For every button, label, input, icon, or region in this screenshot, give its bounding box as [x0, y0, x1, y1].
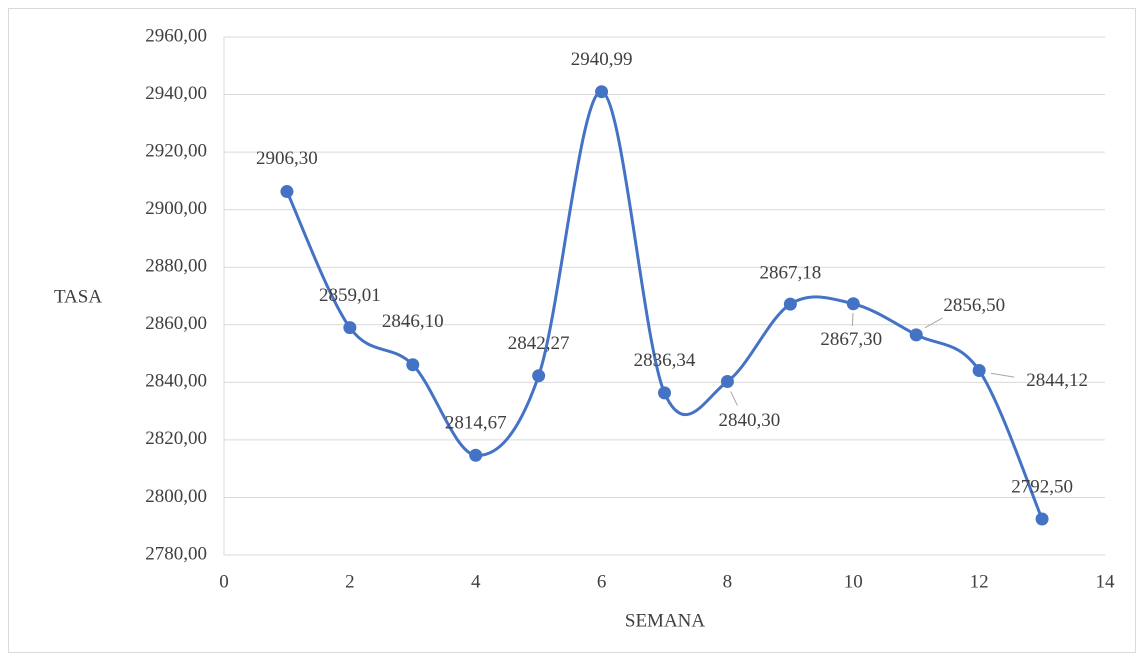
x-tick-label: 8 — [723, 571, 733, 592]
chart-border — [8, 8, 1136, 653]
data-label: 2867,30 — [820, 329, 882, 350]
y-tick-label: 2840,00 — [145, 371, 207, 392]
y-tick-label: 2900,00 — [145, 198, 207, 219]
y-tick-label: 2820,00 — [145, 428, 207, 449]
y-tick-label: 2860,00 — [145, 313, 207, 334]
x-tick-label: 2 — [345, 571, 355, 592]
data-point — [972, 363, 986, 377]
data-point — [280, 185, 294, 199]
data-label: 2836,34 — [634, 350, 696, 371]
y-tick-label: 2780,00 — [145, 543, 207, 564]
leader-line — [851, 312, 854, 326]
data-point — [469, 448, 483, 462]
leader-line — [924, 317, 943, 329]
data-point — [909, 328, 923, 342]
data-point — [406, 358, 420, 372]
data-label: 2846,10 — [382, 311, 444, 332]
data-point — [1035, 512, 1049, 526]
y-tick-label: 2920,00 — [145, 140, 207, 161]
x-tick-label: 14 — [1096, 571, 1116, 592]
data-point — [532, 369, 546, 383]
data-point — [658, 386, 671, 400]
data-label: 2842,27 — [508, 333, 570, 354]
data-point — [846, 297, 860, 311]
x-tick-label: 6 — [597, 571, 607, 592]
data-point — [343, 321, 357, 335]
data-label: 2844,12 — [1026, 370, 1088, 391]
data-label: 2792,50 — [1011, 476, 1073, 497]
data-point — [720, 374, 734, 388]
data-label: 2940,99 — [571, 49, 633, 70]
data-label: 2840,30 — [719, 410, 781, 431]
y-tick-label: 2800,00 — [145, 486, 207, 507]
data-point — [783, 297, 797, 311]
y-axis-title: TASA — [54, 286, 102, 307]
data-label: 2906,30 — [256, 148, 318, 169]
y-tick-label: 2960,00 — [145, 25, 207, 46]
data-label: 2859,01 — [319, 285, 381, 306]
x-tick-label: 0 — [219, 571, 229, 592]
x-axis-title: SEMANA — [625, 610, 706, 631]
x-tick-label: 4 — [471, 571, 481, 592]
leader-line — [730, 391, 738, 406]
data-label: 2867,18 — [759, 262, 821, 283]
x-tick-label: 10 — [844, 571, 863, 592]
data-point — [595, 85, 609, 99]
y-tick-label: 2940,00 — [145, 83, 207, 104]
x-tick-label: 12 — [970, 571, 989, 592]
y-tick-label: 2880,00 — [145, 256, 207, 277]
data-label: 2814,67 — [445, 413, 507, 434]
leader-line — [990, 372, 1015, 378]
data-label: 2856,50 — [943, 295, 1005, 316]
